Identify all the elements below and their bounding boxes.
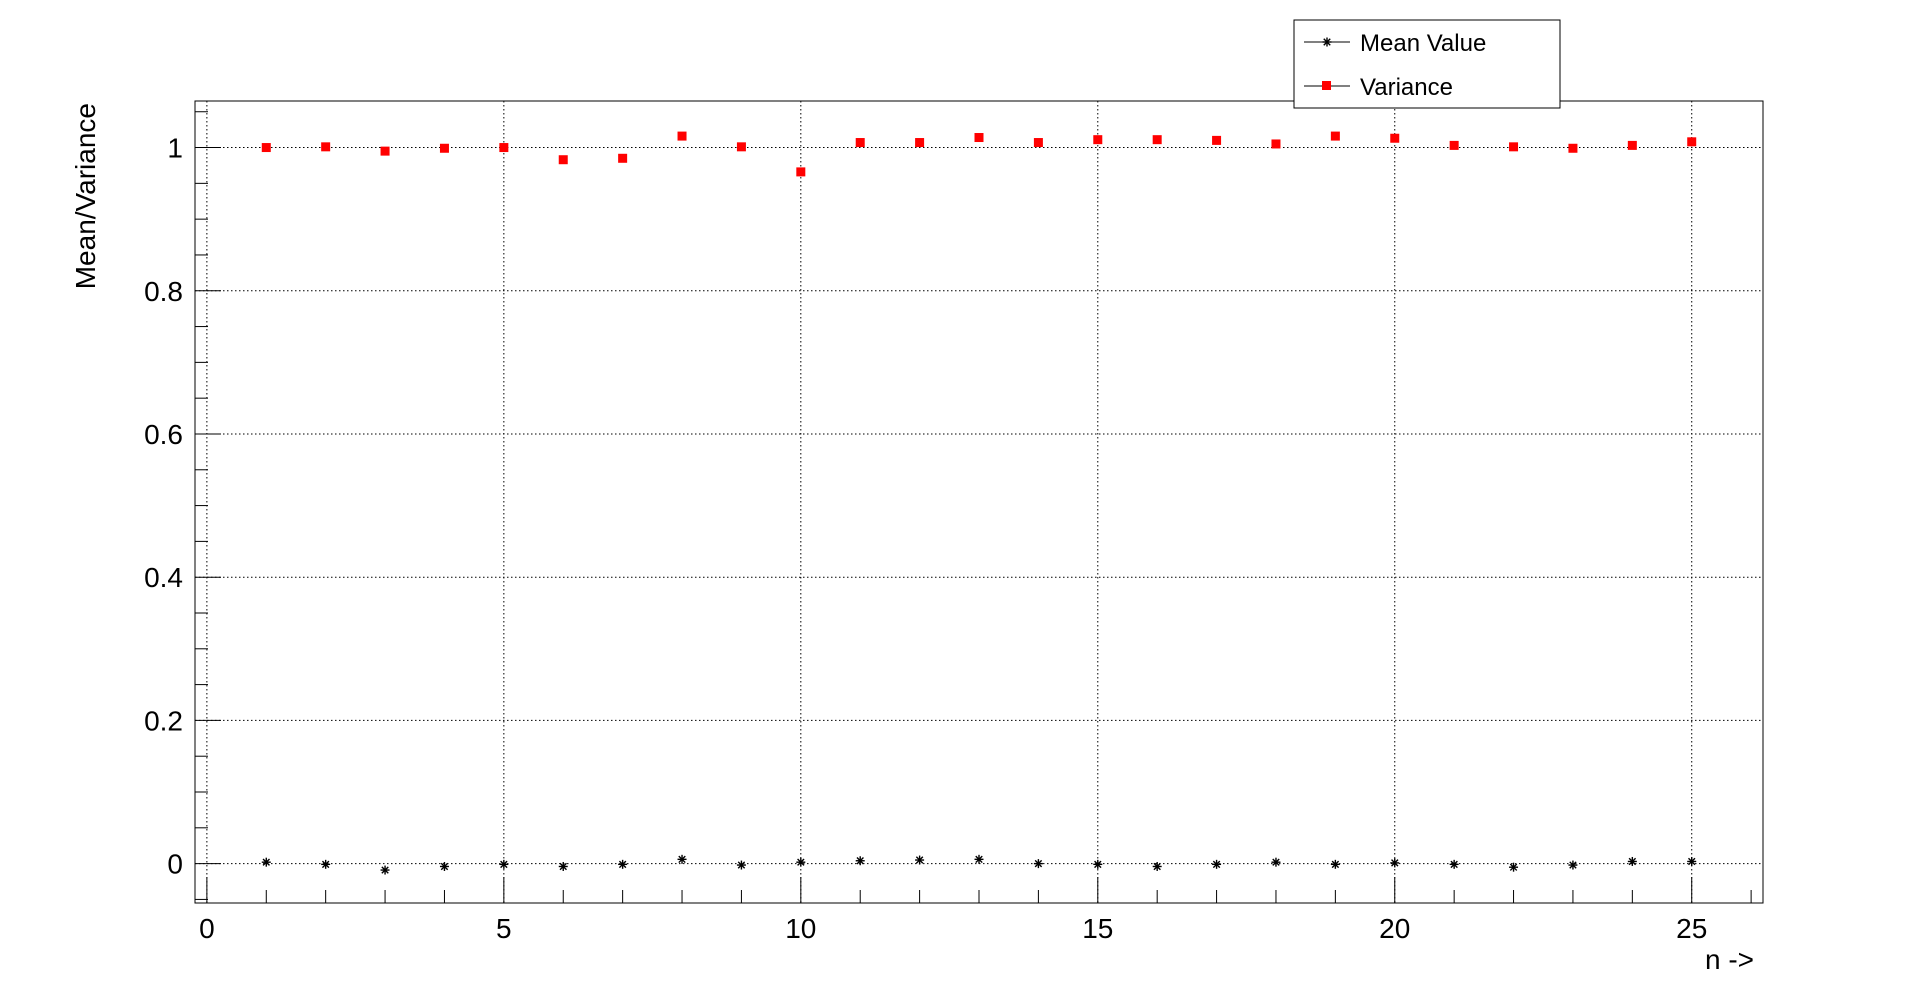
mean-value-point [974,854,984,864]
variance-point [1390,133,1400,143]
variance-point [736,142,746,152]
variance-point [677,131,687,141]
mean-value-point [1093,859,1103,869]
series-mean-value [261,854,1697,875]
variance-point [1687,137,1697,147]
y-tick-label: 0.6 [144,419,183,450]
legend-marker-variance [1322,81,1331,90]
variance-point [855,138,865,148]
legend: Mean Value Variance [1293,19,1561,109]
legend-marker-mean [1322,37,1332,47]
y-axis-label: Mean/Variance [70,103,101,289]
mean-value-point [321,859,331,869]
variance-point [915,138,925,148]
mean-value-point [1687,856,1697,866]
variance-point [618,153,628,163]
variance-point [1212,135,1222,145]
variance-point [1568,143,1578,153]
mean-value-point [499,859,509,869]
mean-value-point [1449,859,1459,869]
variance-point [1449,140,1459,150]
mean-value-point [1627,856,1637,866]
variance-point [796,167,806,177]
y-tick-label: 0.8 [144,276,183,307]
variance-point [261,143,271,153]
mean-value-point [558,861,568,871]
mean-value-point [1509,862,1519,872]
mean-value-point [915,855,925,865]
variance-point [974,133,984,143]
mean-value-point [1152,861,1162,871]
variance-point [1627,140,1637,150]
legend-box [1293,19,1561,109]
mean-value-point [796,857,806,867]
x-tick-label: 10 [785,913,816,944]
x-axis-label: n -> [1705,944,1754,975]
x-tick-label: 0 [199,913,215,944]
variance-point [499,143,509,153]
y-tick-label: 0.2 [144,705,183,736]
variance-point [321,142,331,152]
mean-value-point [439,861,449,871]
mean-value-point [1033,859,1043,869]
variance-point [1093,135,1103,145]
mean-value-point [1568,860,1578,870]
legend-star [1322,37,1332,47]
mean-value-point [1212,859,1222,869]
mean-value-point [677,854,687,864]
mean-value-point [618,859,628,869]
variance-point [380,146,390,156]
x-tick-label: 20 [1379,913,1410,944]
y-tick-label: 1 [167,133,183,164]
variance-point [1152,135,1162,145]
series-variance [261,131,1697,177]
tick-labels: 0 5 10 15 20 25 0 0.2 0.4 0.6 0.8 1 [144,133,1707,944]
mean-value-point [261,857,271,867]
x-tick-label: 25 [1676,913,1707,944]
variance-point [439,143,449,153]
y-tick-label: 0.4 [144,562,183,593]
variance-point [1271,139,1281,149]
series-layer [261,131,1697,875]
mean-value-point [1271,857,1281,867]
grid-lines [195,101,1763,903]
legend-label-mean: Mean Value [1360,30,1486,57]
plot-frame [194,100,1764,904]
mean-value-point [380,865,390,875]
x-tick-label: 5 [496,913,512,944]
variance-point [1330,131,1340,141]
variance-point [1509,142,1519,152]
variance-point [1033,138,1043,148]
legend-label-variance: Variance [1360,74,1453,101]
variance-point [558,155,568,165]
mean-value-point [736,860,746,870]
axis-ticks [195,111,1752,903]
mean-value-point [855,856,865,866]
mean-value-point [1390,858,1400,868]
y-tick-label: 0 [167,849,183,880]
mean-value-point [1330,859,1340,869]
x-tick-label: 15 [1082,913,1113,944]
